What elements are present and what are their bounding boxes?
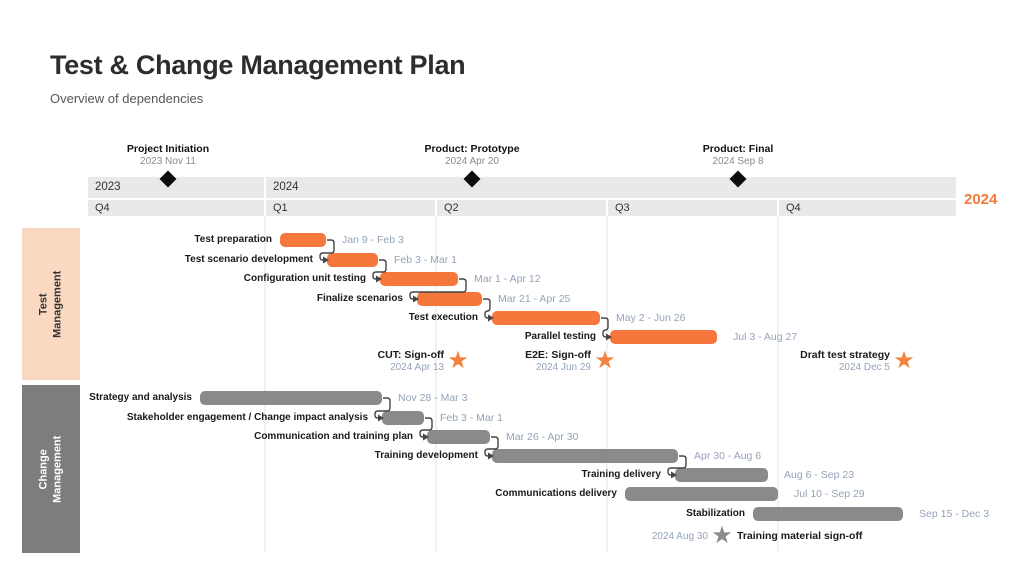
task-dates: Feb 3 - Mar 1 bbox=[440, 412, 504, 424]
year-cell: 2024 bbox=[266, 177, 956, 198]
lane-label-text: Change Management bbox=[37, 435, 64, 503]
quarter-cell-label: Q2 bbox=[444, 202, 459, 214]
milestone-star-icon: ★ bbox=[447, 346, 469, 374]
task-dates: Mar 21 - Apr 25 bbox=[498, 293, 571, 305]
task-bar bbox=[380, 272, 458, 286]
quarter-cell: Q1 bbox=[266, 200, 435, 216]
quarter-cell-label: Q4 bbox=[95, 202, 110, 214]
year-cell-label: 2023 bbox=[95, 181, 121, 193]
task-dates: Sep 15 - Dec 3 bbox=[919, 508, 990, 520]
task-dates: Mar 1 - Apr 12 bbox=[474, 273, 541, 285]
star-milestone-date: 2024 Aug 30 bbox=[651, 531, 708, 542]
task-dates: Jul 3 - Aug 27 bbox=[733, 331, 798, 343]
task-bar bbox=[610, 330, 717, 344]
task-dates: Nov 28 - Mar 3 bbox=[398, 392, 468, 404]
task-label: Configuration unit testing bbox=[243, 273, 366, 284]
task-label: Communication and training plan bbox=[254, 431, 413, 442]
task-dates: Feb 3 - Mar 1 bbox=[394, 254, 458, 266]
task-dates: Jul 10 - Sep 29 bbox=[794, 488, 865, 500]
top-milestone-date: 2024 Apr 20 bbox=[445, 156, 499, 167]
star-milestone-date: 2024 Apr 13 bbox=[390, 362, 444, 373]
task-dates: May 2 - Jun 26 bbox=[616, 312, 686, 324]
page-title: Test & Change Management Plan bbox=[50, 50, 466, 80]
task-label: Training development bbox=[374, 450, 478, 461]
task-bar bbox=[417, 292, 482, 306]
top-milestone-label: Product: Final bbox=[702, 143, 774, 155]
axis-year-label: 2024 bbox=[964, 191, 998, 208]
task-label: Stabilization bbox=[686, 508, 745, 519]
quarter-cell: Q3 bbox=[608, 200, 777, 216]
task-bar bbox=[200, 391, 382, 405]
year-cell-label: 2024 bbox=[273, 181, 299, 193]
lane-label: Change Management bbox=[22, 385, 80, 553]
task-dates: Mar 26 - Apr 30 bbox=[506, 431, 579, 443]
star-milestone-label: E2E: Sign-off bbox=[525, 349, 591, 361]
quarter-cell: Q4 bbox=[88, 200, 264, 216]
task-label: Test preparation bbox=[194, 234, 272, 245]
task-label: Training delivery bbox=[581, 469, 661, 480]
task-bar bbox=[675, 468, 768, 482]
task-bar bbox=[327, 253, 378, 267]
page-subtitle: Overview of dependencies bbox=[50, 91, 204, 106]
year-cell: 2023 bbox=[88, 177, 264, 198]
task-bar bbox=[382, 411, 424, 425]
task-label: Strategy and analysis bbox=[89, 392, 192, 403]
quarter-cell-label: Q4 bbox=[786, 202, 801, 214]
task-label: Communications delivery bbox=[495, 488, 617, 499]
task-dates: Aug 6 - Sep 23 bbox=[784, 469, 855, 481]
task-bar bbox=[753, 507, 903, 521]
task-bar bbox=[427, 430, 490, 444]
top-milestone-label: Project Initiation bbox=[126, 143, 210, 155]
top-milestone-label: Product: Prototype bbox=[424, 143, 520, 155]
task-label: Test execution bbox=[408, 312, 478, 323]
milestone-star-icon: ★ bbox=[711, 521, 733, 549]
top-milestone-date: 2024 Sep 8 bbox=[712, 156, 764, 167]
task-label: Parallel testing bbox=[524, 331, 596, 342]
quarter-cell-label: Q1 bbox=[273, 202, 288, 214]
star-milestone-label: Training material sign-off bbox=[737, 530, 863, 542]
task-bar bbox=[625, 487, 778, 501]
star-milestone-date: 2024 Dec 5 bbox=[838, 362, 890, 373]
dependency-connector bbox=[483, 298, 491, 319]
star-milestone-label: CUT: Sign-off bbox=[377, 349, 444, 361]
task-dates: Jan 9 - Feb 3 bbox=[342, 234, 404, 246]
star-milestone-label: Draft test strategy bbox=[800, 349, 890, 361]
task-label: Stakeholder engagement / Change impact a… bbox=[126, 412, 368, 423]
task-dates: Apr 30 - Aug 6 bbox=[694, 450, 762, 462]
task-bar bbox=[492, 311, 600, 325]
quarter-cell: Q4 bbox=[779, 200, 956, 216]
lane-label: Test Management bbox=[22, 228, 80, 380]
task-label: Finalize scenarios bbox=[316, 293, 403, 304]
top-milestone-date: 2023 Nov 11 bbox=[140, 156, 196, 167]
milestone-star-icon: ★ bbox=[893, 346, 915, 374]
task-label: Test scenario development bbox=[184, 254, 313, 265]
task-bar bbox=[492, 449, 678, 463]
milestone-star-icon: ★ bbox=[594, 346, 616, 374]
dependency-connector bbox=[601, 317, 609, 338]
star-milestone-date: 2024 Jun 29 bbox=[535, 362, 591, 373]
quarter-cell: Q2 bbox=[437, 200, 606, 216]
task-bar bbox=[280, 233, 326, 247]
quarter-cell-label: Q3 bbox=[615, 202, 630, 214]
